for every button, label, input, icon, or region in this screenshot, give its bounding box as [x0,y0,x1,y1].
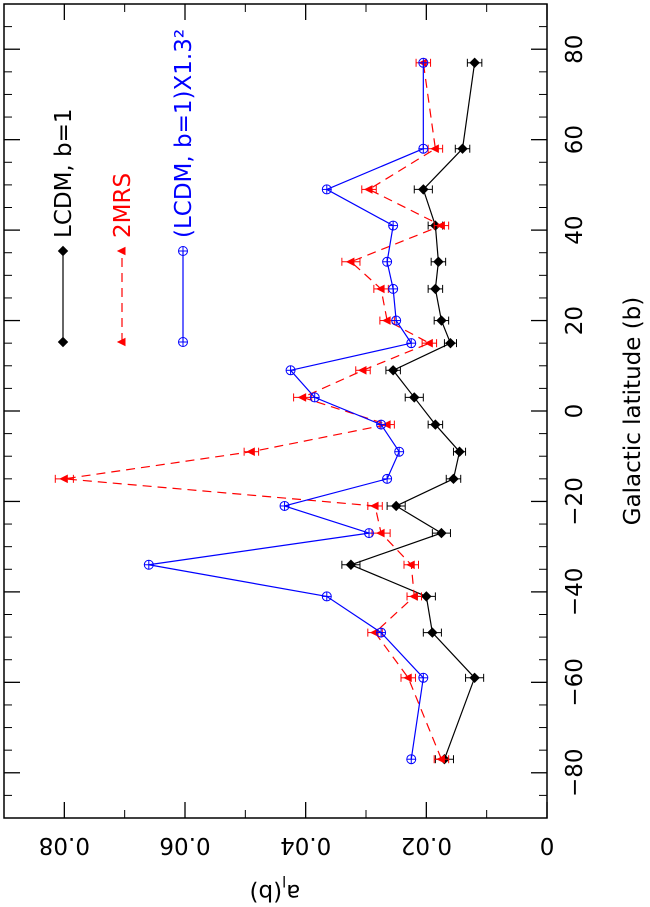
data-point [376,419,387,430]
series-line [64,62,443,760]
legend-marker-start [178,337,188,347]
legend-marker-start [57,336,69,348]
data-point [469,672,480,684]
data-point [457,143,468,154]
legend-item-0: LCDM, b=1 [51,108,77,348]
x-tick-label: 20 [562,306,588,335]
legend-label: LCDM, b=1 [51,108,77,238]
series-line [349,62,476,760]
legend-marker-start [116,337,126,347]
data-point [375,284,385,294]
y-tick-label: 0 [540,832,555,858]
legend-item-1: 2MRS [110,173,136,347]
data-point [357,365,367,375]
data-point [406,560,415,570]
series-layer [54,57,485,765]
data-point [387,365,399,376]
data-point [388,283,399,294]
legend: LCDM, b=1 2MRS (LCDM, b=1)X1.3² [51,29,197,348]
data-point [406,338,417,349]
data-point [433,256,444,267]
data-point [418,184,429,195]
data-point [418,57,429,68]
data-point [345,257,355,267]
legend-marker-end [178,246,188,256]
data-point [390,500,402,512]
data-point [421,591,432,602]
x-tick-label: −80 [562,749,588,798]
x-tick-label: 40 [562,215,588,244]
data-point [403,673,412,683]
data-point [143,559,154,570]
data-point [279,500,290,511]
data-point [382,256,393,267]
data-point [382,473,393,484]
series-1 [54,58,450,764]
data-point [364,528,375,539]
data-point [427,627,438,638]
data-point [430,419,441,430]
legend-item-2: (LCDM, b=1)X1.3² [171,29,197,347]
data-point [436,754,445,764]
y-tick-label: 0.02 [401,832,452,858]
y-axis-label: al(b) [250,872,301,905]
data-point [409,392,420,403]
data-point [409,592,418,601]
data-point [424,338,433,348]
x-tick-label: −20 [562,477,588,526]
data-point [246,447,255,457]
series-2 [143,57,429,765]
data-point [369,501,379,511]
data-point [406,754,417,765]
data-point [363,185,373,194]
x-axis-label: Galactic latitude (b) [620,297,646,526]
legend-marker-end [57,245,69,257]
data-point [418,143,429,154]
x-tick-label: −40 [562,568,588,617]
data-point [436,527,447,539]
y-tick-label: 0.06 [159,832,210,858]
data-point [381,316,391,325]
data-point [430,144,439,154]
series-0 [341,57,485,765]
ticks [4,3,548,819]
data-point [381,420,391,429]
data-point [430,283,441,295]
data-point [297,393,307,402]
data-point [388,220,399,231]
data-point [59,474,68,484]
data-point [309,392,320,403]
data-point [448,473,459,485]
data-point [469,57,480,68]
x-tick-label: 80 [562,35,588,64]
data-point [285,365,296,376]
data-point [394,446,405,457]
data-point [454,446,465,457]
data-point [375,528,385,538]
data-point [321,184,332,195]
x-tick-label: 60 [562,125,588,154]
data-point [445,337,456,349]
data-point [436,315,447,326]
data-point [376,627,387,638]
legend-label: (LCDM, b=1)X1.3² [171,29,197,238]
data-point [345,559,357,570]
y-tick-label: 0.04 [280,832,331,858]
y-tick-label: 0.08 [39,832,90,858]
legend-marker-end [116,246,126,256]
legend-label: 2MRS [110,173,136,238]
data-point [418,672,429,683]
data-point [321,591,332,602]
x-tick-label: −60 [562,658,588,707]
series-line [148,62,424,760]
x-tick-label: 0 [562,404,588,419]
data-point [391,315,402,326]
tick-labels: −80 −60 −40 −20 0 20 40 60 80 0 0.02 0.04 0.06 0.08 [39,35,588,858]
data-point [436,221,445,230]
